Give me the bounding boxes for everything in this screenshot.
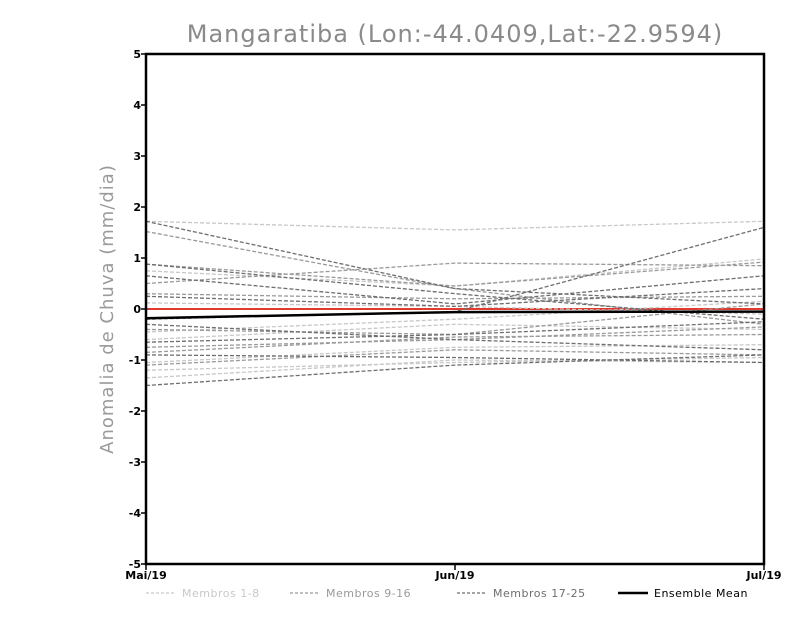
ensemble-mean-line bbox=[145, 310, 765, 320]
legend-label: Membros 1-8 bbox=[182, 587, 260, 600]
series-layer bbox=[145, 220, 765, 387]
member-line-g1-1 bbox=[145, 220, 765, 231]
member-line-g2-1 bbox=[145, 230, 765, 325]
tick-layer: -5 -4 -3 -2 -1 0 1 2 3 4 5 Mai/19 Jun/19 Jul/19 bbox=[125, 48, 781, 582]
member-line-g3-1 bbox=[145, 220, 765, 305]
y-tick-label: 5 bbox=[133, 48, 141, 61]
legend-label: Ensemble Mean bbox=[654, 587, 748, 600]
member-line-g1-5 bbox=[145, 323, 765, 341]
chart-title: Mangaratiba (Lon:-44.0409,Lat:-22.9594) bbox=[187, 20, 723, 48]
x-tick-label: Mai/19 bbox=[125, 569, 166, 582]
member-line-g2-2 bbox=[145, 261, 765, 287]
member-line-g1-6 bbox=[145, 344, 765, 364]
member-line-g2-8 bbox=[145, 349, 765, 366]
y-tick-label: -3 bbox=[129, 456, 141, 469]
member-line-g3-7 bbox=[145, 321, 765, 343]
member-line-g3-4 bbox=[145, 287, 765, 308]
member-line-g1-4 bbox=[145, 300, 765, 333]
member-line-g2-3 bbox=[145, 262, 765, 285]
y-axis-label: Anomalia de Chuva (mm/dia) bbox=[97, 164, 118, 454]
member-line-g1-8 bbox=[145, 359, 765, 379]
x-tick-label: Jul/19 bbox=[745, 569, 781, 582]
legend-label: Membros 17-25 bbox=[493, 587, 586, 600]
legend-label: Membros 9-16 bbox=[326, 587, 411, 600]
member-line-g2-7 bbox=[145, 333, 765, 354]
member-line-g2-4 bbox=[145, 293, 765, 300]
y-tick-label: -4 bbox=[129, 507, 142, 520]
y-tick-label: -1 bbox=[129, 354, 141, 367]
member-line-g3-3 bbox=[145, 275, 765, 305]
y-tick-label: -2 bbox=[129, 405, 141, 418]
member-line-g1-7 bbox=[145, 356, 765, 371]
member-line-g3-8 bbox=[145, 354, 765, 364]
y-tick-label: 1 bbox=[133, 252, 141, 265]
legend: Membros 1-8 Membros 9-16 Membros 17-25 Ense… bbox=[146, 587, 748, 600]
y-tick-label: 2 bbox=[133, 201, 141, 214]
member-line-g3-6 bbox=[145, 323, 765, 351]
x-tick-label: Jun/19 bbox=[434, 569, 474, 582]
member-line-g3-9 bbox=[145, 354, 765, 387]
y-tick-label: 4 bbox=[133, 99, 141, 112]
y-tick-label: 0 bbox=[133, 303, 141, 316]
y-tick-label: -5 bbox=[129, 558, 141, 571]
y-tick-label: 3 bbox=[133, 150, 141, 163]
